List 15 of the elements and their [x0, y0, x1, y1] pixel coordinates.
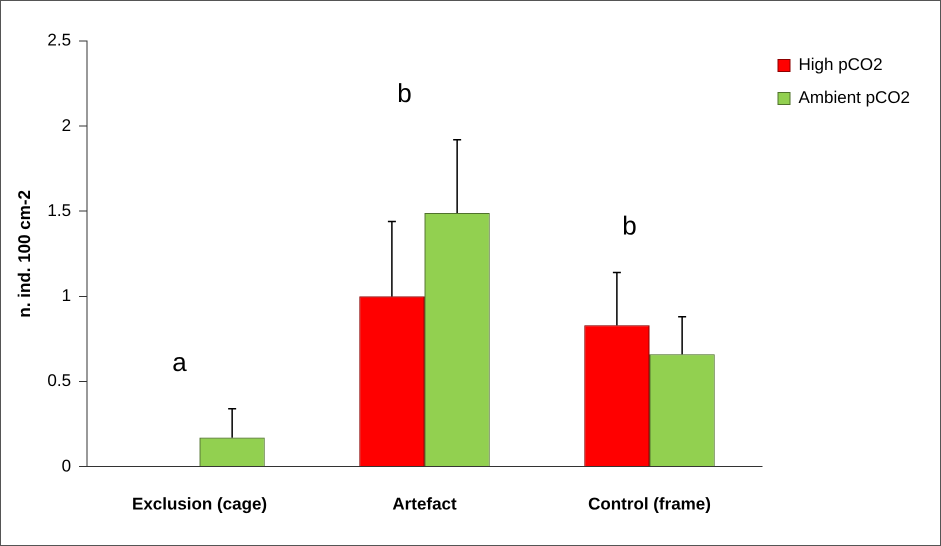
- annotation: b: [622, 210, 637, 241]
- y-axis-title: n. ind. 100 cm-2: [14, 190, 34, 318]
- y-tick-label: 0: [62, 456, 72, 476]
- legend-label: High pCO2: [798, 55, 883, 74]
- y-tick-label: 2: [62, 116, 72, 135]
- y-tick-label: 1: [62, 286, 72, 306]
- legend-label: Ambient pCO2: [798, 88, 910, 108]
- x-tick-label: Control (frame): [588, 494, 711, 514]
- x-tick-label: Artefact: [392, 494, 457, 514]
- annotation: a: [172, 346, 188, 377]
- y-tick-label: 0.5: [47, 371, 72, 390]
- annotation: b: [397, 78, 412, 108]
- y-tick-label: 2.5: [47, 30, 72, 50]
- y-tick-label: 1.5: [47, 200, 72, 220]
- x-tick-label: Exclusion (cage): [132, 494, 268, 514]
